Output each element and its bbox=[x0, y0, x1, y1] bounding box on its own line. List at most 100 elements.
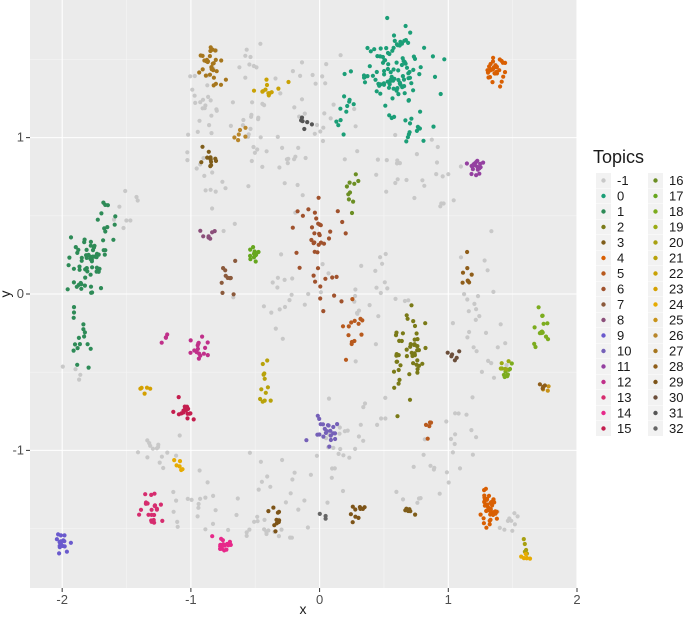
point-topic-4 bbox=[481, 521, 486, 526]
point-topic-1 bbox=[112, 222, 117, 227]
point-topic-27 bbox=[203, 73, 208, 78]
point-topic-0 bbox=[388, 70, 393, 75]
point-topic--1 bbox=[247, 62, 252, 67]
series-topic-30 bbox=[445, 349, 462, 363]
point-topic-4 bbox=[492, 500, 497, 505]
point-topic-9 bbox=[62, 533, 67, 538]
point-topic-13 bbox=[143, 500, 149, 505]
point-topic--1 bbox=[270, 280, 275, 285]
point-topic-29 bbox=[350, 504, 355, 509]
point-topic--1 bbox=[393, 296, 398, 301]
legend-label-11: 11 bbox=[617, 359, 631, 374]
point-topic--1 bbox=[273, 326, 278, 331]
point-topic--1 bbox=[203, 527, 208, 532]
point-topic--1 bbox=[282, 181, 287, 186]
point-topic-11 bbox=[474, 173, 479, 178]
point-topic-10 bbox=[324, 429, 330, 434]
series-topic-26 bbox=[232, 125, 248, 143]
point-topic--1 bbox=[210, 170, 215, 175]
point-topic--1 bbox=[196, 501, 201, 507]
series-topic-31 bbox=[299, 115, 314, 132]
point-topic-4 bbox=[482, 488, 487, 493]
point-topic-13 bbox=[152, 491, 157, 496]
point-topic-2 bbox=[415, 370, 420, 375]
point-topic-2 bbox=[407, 372, 412, 377]
point-topic--1 bbox=[223, 186, 228, 191]
point-topic--1 bbox=[246, 184, 251, 189]
point-topic--1 bbox=[502, 527, 507, 532]
point-topic--1 bbox=[302, 498, 307, 503]
legend-key-32 bbox=[653, 426, 658, 431]
point-topic--1 bbox=[276, 534, 281, 539]
series-topic-19 bbox=[498, 359, 511, 372]
point-topic-6 bbox=[314, 216, 319, 221]
point-topic-13 bbox=[149, 507, 154, 512]
point-topic-2 bbox=[409, 303, 414, 308]
point-topic--1 bbox=[331, 102, 336, 107]
point-topic--1 bbox=[373, 342, 378, 347]
point-topic-18 bbox=[532, 325, 537, 330]
point-topic-0 bbox=[336, 123, 341, 128]
point-topic--1 bbox=[402, 298, 407, 304]
point-topic-1 bbox=[83, 267, 88, 272]
point-topic-5 bbox=[349, 341, 354, 347]
point-topic-1 bbox=[79, 255, 84, 260]
point-topic--1 bbox=[175, 524, 180, 529]
series-topic-24 bbox=[172, 458, 533, 561]
legend-key-23 bbox=[653, 286, 658, 292]
point-topic-18 bbox=[502, 374, 507, 380]
point-topic-1 bbox=[85, 342, 90, 347]
point-topic--1 bbox=[456, 411, 461, 416]
point-topic--1 bbox=[197, 118, 202, 123]
point-topic-21 bbox=[262, 371, 267, 376]
point-topic-4 bbox=[501, 74, 506, 79]
point-topic-1 bbox=[73, 245, 78, 250]
point-topic--1 bbox=[302, 302, 307, 307]
point-topic-0 bbox=[394, 60, 399, 65]
point-topic--1 bbox=[252, 150, 257, 155]
point-topic-0 bbox=[351, 102, 356, 107]
point-topic-2 bbox=[404, 347, 409, 352]
point-topic--1 bbox=[358, 422, 363, 427]
point-topic--1 bbox=[292, 157, 297, 162]
point-topic-0 bbox=[391, 86, 396, 91]
point-topic--1 bbox=[258, 135, 263, 140]
point-topic-0 bbox=[414, 128, 419, 133]
point-topic-12 bbox=[188, 350, 193, 355]
point-topic-17 bbox=[248, 257, 253, 262]
point-topic-13 bbox=[160, 518, 165, 524]
point-topic-0 bbox=[386, 62, 391, 67]
point-topic-13 bbox=[149, 492, 154, 497]
legend-key-8 bbox=[601, 317, 606, 323]
point-topic--1 bbox=[435, 144, 440, 150]
point-topic--1 bbox=[262, 103, 267, 108]
point-topic-0 bbox=[418, 109, 423, 114]
legend-key-9 bbox=[601, 333, 606, 338]
point-topic-0 bbox=[406, 71, 411, 76]
point-topic--1 bbox=[73, 367, 78, 372]
point-topic--1 bbox=[444, 470, 449, 475]
point-topic-4 bbox=[484, 525, 489, 530]
point-topic-17 bbox=[256, 249, 261, 255]
point-topic--1 bbox=[207, 123, 212, 128]
legend-key-10 bbox=[601, 348, 606, 354]
point-topic-4 bbox=[491, 65, 496, 70]
legend-label-24: 24 bbox=[669, 297, 683, 312]
point-topic--1 bbox=[458, 164, 463, 169]
legend-key-25 bbox=[653, 317, 658, 323]
point-topic-29 bbox=[275, 510, 280, 515]
series-topic-14 bbox=[210, 534, 233, 553]
point-topic--1 bbox=[359, 263, 364, 268]
point-topic--1 bbox=[512, 522, 518, 527]
point-topic-0 bbox=[385, 66, 390, 72]
series-topic-21 bbox=[258, 358, 273, 404]
point-topic-9 bbox=[57, 551, 62, 556]
point-topic-16 bbox=[346, 192, 351, 197]
point-topic-0 bbox=[392, 38, 397, 44]
series-topic-22 bbox=[251, 77, 291, 98]
legend-label-30: 30 bbox=[669, 390, 683, 405]
point-topic-6 bbox=[297, 265, 302, 270]
point-topic--1 bbox=[148, 443, 153, 448]
point-topic-2 bbox=[397, 377, 402, 382]
point-topic--1 bbox=[186, 132, 191, 137]
